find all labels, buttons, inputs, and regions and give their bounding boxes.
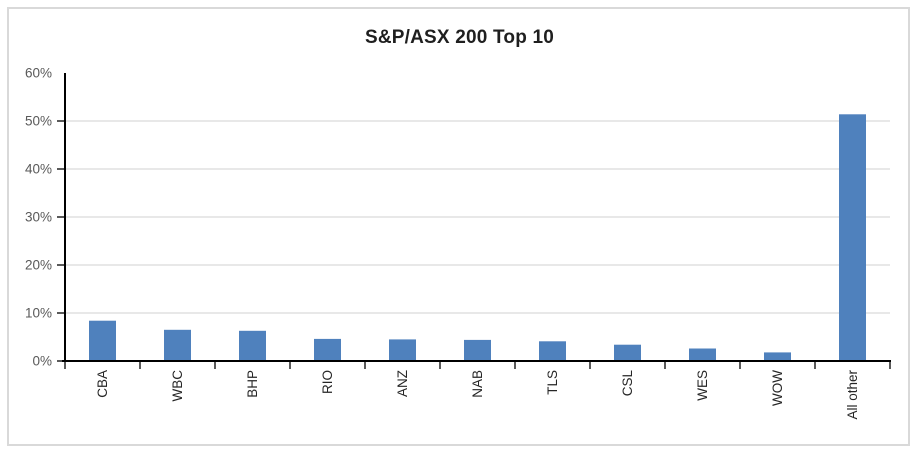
y-tick-label: 0% xyxy=(32,354,52,369)
x-category-label: CSL xyxy=(620,370,635,397)
chart-title: S&P/ASX 200 Top 10 xyxy=(364,27,555,48)
bar-cba xyxy=(89,320,116,361)
bar-tls xyxy=(539,341,566,361)
bar-bhp xyxy=(239,330,266,361)
x-category-label: ANZ xyxy=(395,370,410,397)
bar-wow xyxy=(764,352,791,361)
x-category-label: TLS xyxy=(545,370,560,395)
y-tick-label: 40% xyxy=(25,162,52,177)
chart-area-border xyxy=(7,7,910,446)
bar-wbc xyxy=(164,329,191,361)
x-category-label: RIO xyxy=(320,370,335,394)
bar-wes xyxy=(689,348,716,361)
y-tick-label: 10% xyxy=(25,306,52,321)
y-tick-label: 30% xyxy=(25,210,52,225)
x-category-label: WBC xyxy=(170,370,185,402)
y-tick-label: 60% xyxy=(25,66,52,81)
x-category-label: CBA xyxy=(95,370,110,398)
bar-rio xyxy=(314,338,341,361)
y-tick-label: 20% xyxy=(25,258,52,273)
x-category-label: WOW xyxy=(770,370,785,406)
x-category-label: All other xyxy=(845,370,860,420)
y-tick-label: 50% xyxy=(25,114,52,129)
x-category-label: BHP xyxy=(245,370,260,398)
bar-anz xyxy=(389,339,416,361)
bar-csl xyxy=(614,344,641,361)
x-category-label: WES xyxy=(695,370,710,401)
x-category-label: NAB xyxy=(470,370,485,398)
bar-nab xyxy=(464,339,491,361)
bar-all-other xyxy=(839,114,866,361)
